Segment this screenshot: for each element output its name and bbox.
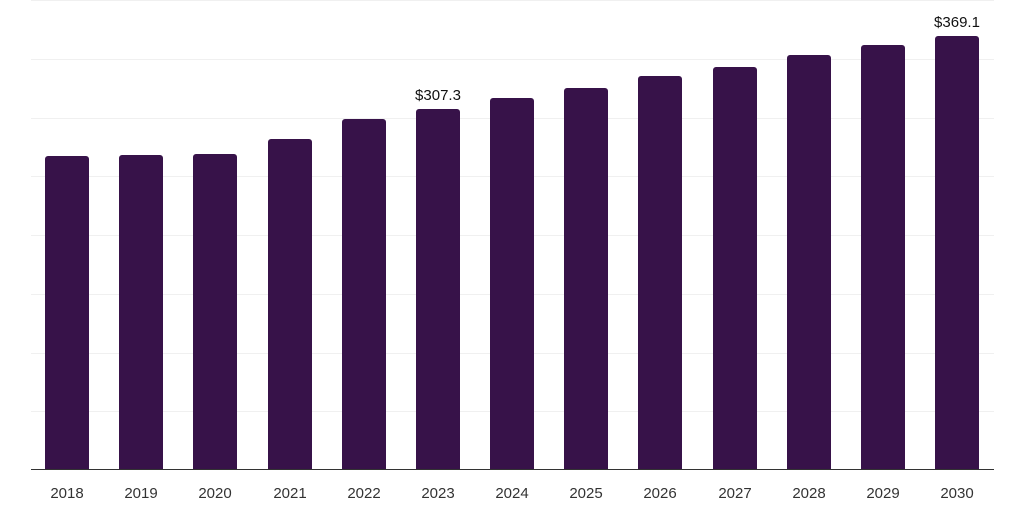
- bar-2026[interactable]: [638, 76, 682, 470]
- x-tick-label: 2022: [347, 485, 381, 502]
- bar-2020[interactable]: [193, 154, 237, 470]
- bar-2019[interactable]: [119, 155, 163, 470]
- x-tick-label: 2023: [421, 485, 455, 502]
- x-tick-label: 2021: [273, 485, 307, 502]
- bar-2025[interactable]: [564, 88, 608, 470]
- x-tick-label: 2030: [940, 485, 974, 502]
- bar-2023[interactable]: [416, 109, 460, 470]
- gridline: [31, 59, 994, 60]
- bar-2024[interactable]: [490, 98, 534, 470]
- data-label: $307.3: [415, 87, 461, 104]
- bar-2027[interactable]: [713, 67, 757, 470]
- x-tick-label: 2024: [495, 485, 529, 502]
- x-tick-label: 2020: [198, 485, 232, 502]
- bar-2018[interactable]: [45, 156, 89, 470]
- bar-2021[interactable]: [268, 139, 312, 470]
- bar-2022[interactable]: [342, 119, 386, 470]
- x-tick-label: 2018: [50, 485, 84, 502]
- x-tick-label: 2019: [124, 485, 158, 502]
- bar-2028[interactable]: [787, 55, 831, 470]
- bar-2030[interactable]: [935, 36, 979, 470]
- x-tick-label: 2026: [643, 485, 677, 502]
- x-tick-label: 2027: [718, 485, 752, 502]
- x-tick-label: 2025: [569, 485, 603, 502]
- x-axis-line: [31, 469, 994, 470]
- x-tick-label: 2029: [866, 485, 900, 502]
- data-label: $369.1: [934, 14, 980, 31]
- x-tick-label: 2028: [792, 485, 826, 502]
- bar-2029[interactable]: [861, 45, 905, 470]
- gridline: [31, 0, 994, 1]
